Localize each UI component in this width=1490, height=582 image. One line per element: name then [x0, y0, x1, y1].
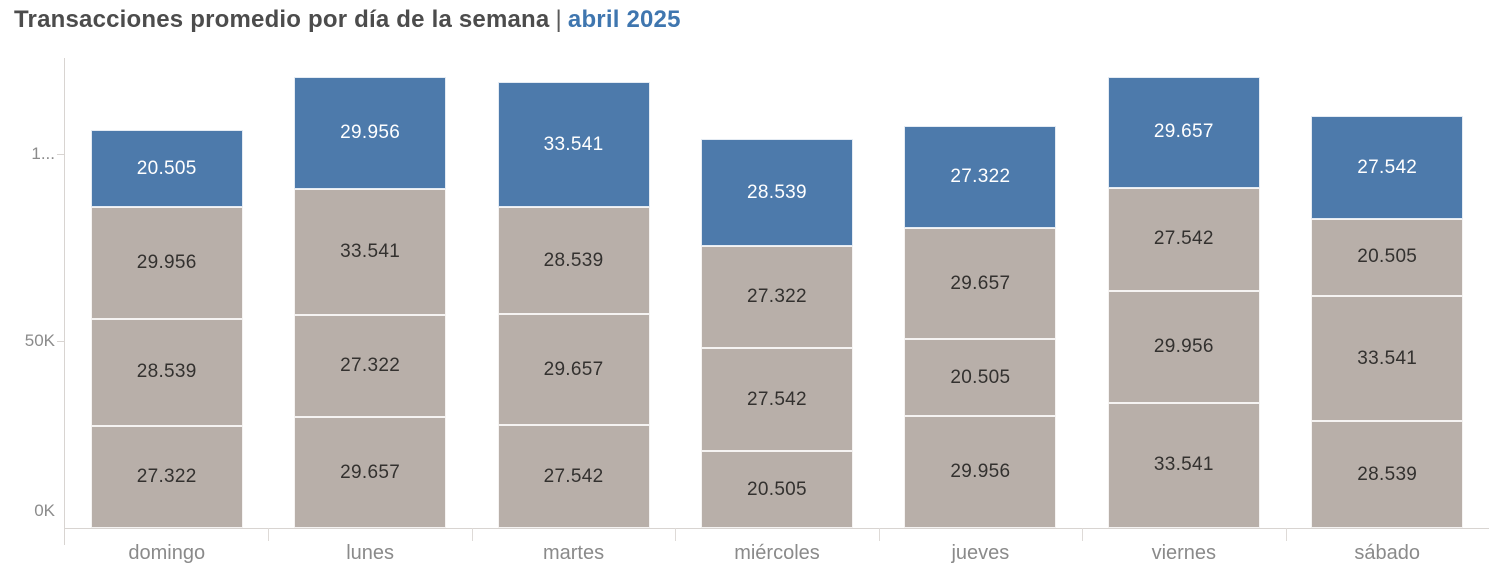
- bar-segment-lunes-2-base[interactable]: 27.322: [294, 314, 447, 418]
- bar-column-domingo: 27.322 28.539 29.956 20.505: [65, 58, 268, 528]
- x-axis-boundary-tick: [878, 528, 880, 541]
- x-axis-label-miércoles: miércoles: [734, 542, 820, 564]
- bar-segment-value-label: 27.542: [747, 388, 807, 410]
- bar-segment-value-label: 27.542: [1153, 228, 1214, 250]
- chart-title-separator: |: [555, 6, 562, 33]
- y-axis-tick-mark: [57, 341, 64, 342]
- bar-column-jueves: 29.956 20.505 29.657 27.322: [879, 58, 1082, 528]
- x-axis-label-sábado: sábado: [1354, 542, 1421, 564]
- bar-segment-value-label: 29.956: [950, 460, 1011, 482]
- bar-segment-value-label: 28.539: [543, 249, 604, 271]
- bar-segment-value-label: 27.322: [136, 465, 197, 487]
- bar-segment-sábado-1-base[interactable]: 28.539: [1311, 421, 1464, 528]
- bar-segment-jueves-1-base[interactable]: 29.956: [904, 415, 1057, 528]
- x-axis-label-domingo: domingo: [128, 542, 206, 564]
- bar-segment-martes-4-highlight[interactable]: 33.541: [497, 81, 650, 208]
- y-axis-line: [64, 58, 65, 545]
- bar-segment-domingo-1-base[interactable]: 27.322: [90, 425, 243, 528]
- bar-segment-value-label: 33.541: [1357, 347, 1418, 369]
- stacked-bar-lunes: 29.657 27.322 33.541 29.956: [294, 77, 447, 528]
- bar-segment-value-label: 27.322: [950, 166, 1011, 188]
- x-axis-labels: domingo lunes martes miércoles jueves viernes…: [65, 536, 1489, 565]
- chart-title: Transacciones promedio por día de la sem…: [14, 6, 681, 34]
- stacked-bar-domingo: 27.322 28.539 29.956 20.505: [90, 130, 243, 528]
- bar-segment-jueves-2-base[interactable]: 20.505: [904, 339, 1057, 416]
- bar-segment-miércoles-3-base[interactable]: 27.322: [700, 246, 853, 349]
- y-axis-tick-label-50K: 50K: [24, 331, 55, 350]
- bar-segment-value-label: 27.322: [340, 355, 401, 376]
- bar-segment-value-label: 28.539: [136, 361, 197, 383]
- bar-segment-value-label: 29.956: [136, 252, 197, 274]
- bar-segment-miércoles-2-base[interactable]: 27.542: [700, 348, 853, 452]
- bar-segment-value-label: 20.505: [1357, 246, 1418, 268]
- chart-title-period: abril 2025: [567, 6, 681, 33]
- x-axis-boundary-tick: [471, 528, 473, 541]
- bar-segment-value-label: 27.542: [543, 465, 604, 487]
- bar-column-sábado: 28.539 33.541 20.505 27.542: [1286, 58, 1489, 528]
- bar-segment-domingo-3-base[interactable]: 29.956: [90, 207, 243, 320]
- bar-segment-martes-1-base[interactable]: 27.542: [497, 425, 650, 528]
- bar-segment-value-label: 28.539: [747, 181, 807, 203]
- bar-segment-domingo-2-base[interactable]: 28.539: [90, 319, 243, 426]
- x-axis-label-lunes: lunes: [346, 542, 395, 564]
- y-axis-tick-mark: [57, 154, 64, 155]
- bar-segment-value-label: 27.542: [1357, 156, 1418, 178]
- plot-area: 0K 50K 1... 27.322 28.539 29.956 20.505 29.657…: [25, 58, 1489, 564]
- stacked-bar-jueves: 29.956 20.505 29.657 27.322: [904, 126, 1057, 528]
- stacked-bar-miércoles: 20.505 27.542 27.322 28.539: [700, 139, 853, 528]
- bar-segment-viernes-4-highlight[interactable]: 29.657: [1107, 76, 1260, 188]
- bar-segment-value-label: 20.505: [136, 157, 197, 179]
- bar-column-lunes: 29.657 27.322 33.541 29.956: [268, 58, 471, 528]
- bar-segment-value-label: 27.322: [747, 286, 807, 308]
- bar-segment-martes-2-base[interactable]: 29.657: [497, 314, 650, 425]
- y-axis-tick-label-0K: 0K: [34, 501, 55, 520]
- x-axis-label-viernes: viernes: [1151, 542, 1217, 564]
- bar-segment-martes-3-base[interactable]: 28.539: [497, 207, 650, 315]
- bars-container: 27.322 28.539 29.956 20.505 29.657 27.322 33.5…: [65, 58, 1489, 528]
- bar-segment-lunes-3-base[interactable]: 33.541: [294, 189, 447, 315]
- bar-segment-miércoles-1-base[interactable]: 20.505: [700, 451, 853, 528]
- bar-segment-jueves-4-highlight[interactable]: 27.322: [904, 126, 1057, 229]
- bar-segment-value-label: 29.956: [1153, 335, 1214, 357]
- stacked-bar-martes: 27.542 29.657 28.539 33.541: [497, 81, 650, 528]
- bar-segment-value-label: 29.657: [950, 272, 1011, 294]
- bar-segment-value-label: 28.539: [1357, 463, 1418, 485]
- bar-segment-value-label: 29.657: [340, 461, 401, 483]
- bar-segment-value-label: 29.657: [1153, 121, 1214, 143]
- bar-segment-miércoles-4-highlight[interactable]: 28.539: [700, 139, 853, 247]
- bar-segment-viernes-1-base[interactable]: 33.541: [1107, 402, 1260, 528]
- x-axis-label-martes: martes: [542, 542, 605, 564]
- stacked-bar-viernes: 33.541 29.956 27.542 29.657: [1107, 76, 1260, 528]
- x-axis-label-jueves: jueves: [951, 542, 1010, 564]
- x-axis-boundary-tick: [268, 528, 270, 541]
- bar-column-viernes: 33.541 29.956 27.542 29.657: [1082, 58, 1285, 528]
- bar-segment-viernes-2-base[interactable]: 29.956: [1107, 290, 1260, 403]
- bar-segment-lunes-1-base[interactable]: 29.657: [294, 417, 447, 528]
- bar-segment-sábado-2-base[interactable]: 33.541: [1311, 295, 1464, 422]
- bar-column-miércoles: 20.505 27.542 27.322 28.539: [675, 58, 878, 528]
- bar-segment-jueves-3-base[interactable]: 29.657: [904, 228, 1057, 340]
- x-axis-boundary-tick: [675, 528, 677, 541]
- chart-title-main: Transacciones promedio por día de la sem…: [14, 6, 550, 33]
- bar-segment-value-label: 29.956: [340, 122, 401, 144]
- bar-segment-value-label: 33.541: [1153, 454, 1214, 476]
- bar-segment-value-label: 20.505: [950, 366, 1011, 388]
- bar-segment-value-label: 33.541: [543, 133, 604, 155]
- bar-segment-value-label: 29.657: [543, 358, 604, 380]
- bar-segment-viernes-3-base[interactable]: 27.542: [1107, 187, 1260, 291]
- x-axis-boundary-tick: [1285, 528, 1287, 541]
- bar-segment-lunes-4-highlight[interactable]: 29.956: [294, 77, 447, 190]
- bar-segment-sábado-3-base[interactable]: 20.505: [1311, 219, 1464, 296]
- bar-segment-domingo-4-highlight[interactable]: 20.505: [90, 130, 243, 208]
- bar-segment-value-label: 33.541: [340, 241, 401, 263]
- bar-column-martes: 27.542 29.657 28.539 33.541: [472, 58, 675, 528]
- x-axis-boundary-tick: [1082, 528, 1084, 541]
- bar-segment-sábado-4-highlight[interactable]: 27.542: [1311, 116, 1464, 220]
- y-axis-tick-label-1: 1...: [31, 144, 55, 163]
- bar-segment-value-label: 20.505: [747, 478, 807, 500]
- stacked-bar-sábado: 28.539 33.541 20.505 27.542: [1311, 116, 1464, 528]
